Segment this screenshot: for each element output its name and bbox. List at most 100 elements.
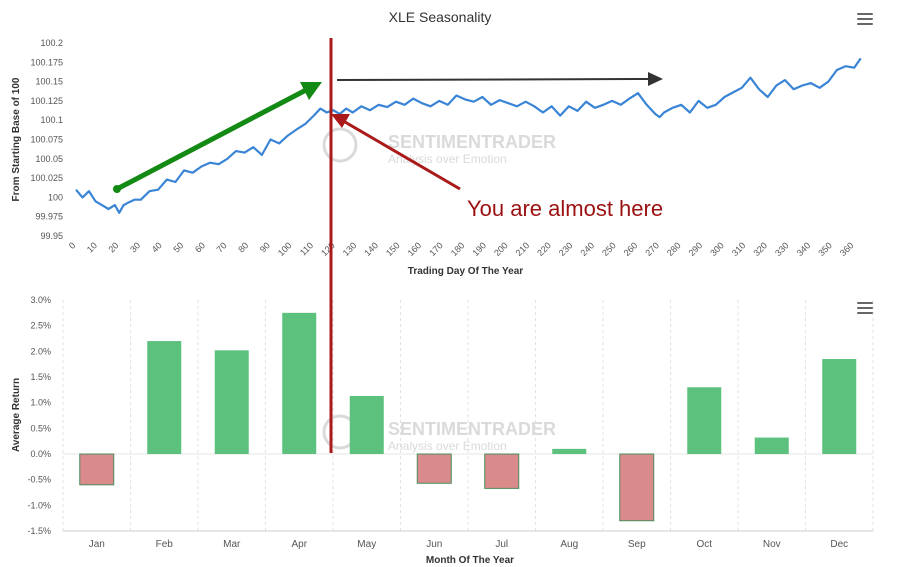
line-x-tick-label: 230	[557, 240, 575, 258]
line-chart-title: XLE Seasonality	[389, 9, 492, 25]
line-x-tick-label: 80	[236, 240, 250, 254]
line-x-tick-label: 340	[795, 240, 813, 258]
line-x-tick-label: 100	[276, 240, 294, 258]
line-x-tick-label: 280	[665, 240, 683, 258]
bar-feb	[147, 341, 182, 454]
line-x-tick-label: 310	[730, 240, 748, 258]
bar-y-tick-label: 3.0%	[30, 295, 51, 305]
bar-category-label: Apr	[291, 539, 307, 550]
flat-trend-arrow	[336, 78, 651, 81]
green-arrow-start-dot	[113, 185, 121, 193]
seasonality-line-series	[75, 57, 862, 214]
bar-nov	[754, 437, 789, 454]
bar-mar	[214, 350, 249, 454]
watermark-brand-top: SENTIMENTRADER	[388, 132, 556, 152]
bar-category-label: Dec	[830, 539, 848, 550]
line-x-tick-label: 140	[362, 240, 380, 258]
bar-may	[349, 395, 384, 454]
hamburger-menu-icon[interactable]	[857, 302, 873, 316]
line-y-tick-label: 99.95	[40, 231, 63, 241]
bar-aug	[552, 448, 587, 454]
line-x-tick-label: 320	[751, 240, 769, 258]
annotation-text: You are almost here	[467, 196, 663, 221]
bar-y-tick-label: 2.5%	[30, 321, 51, 331]
bar-oct	[687, 387, 722, 454]
bar-apr	[282, 312, 317, 454]
annotations: You are almost here	[113, 38, 663, 453]
line-y-tick-label: 100.175	[30, 57, 63, 67]
line-x-tick-label: 190	[470, 240, 488, 258]
line-x-tick-label: 130	[341, 240, 359, 258]
line-x-tick-label: 220	[535, 240, 553, 258]
watermark-top: SENTIMENTRADER Analysis over Emotion	[322, 127, 556, 166]
line-x-tick-label: 120	[319, 240, 337, 258]
line-x-tick-label: 40	[150, 240, 164, 254]
hamburger-menu-icon[interactable]	[857, 13, 873, 27]
line-y-tick-label: 100.025	[30, 173, 63, 183]
line-y-tick-label: 100.2	[40, 38, 63, 48]
line-x-tick-label: 110	[298, 240, 315, 257]
red-pointer-arrow	[344, 120, 461, 191]
bar-y-tick-label: -1.0%	[27, 500, 51, 510]
line-x-tick-label: 70	[215, 240, 229, 254]
bar-sep	[619, 453, 655, 522]
line-y-tick-label: 100.125	[30, 96, 63, 106]
bar-y-axis-title: Average Return	[11, 378, 22, 452]
bar-y-tick-label: -1.5%	[27, 526, 51, 536]
line-x-tick-label: 50	[171, 240, 185, 254]
bar-category-label: Oct	[696, 539, 712, 550]
line-x-tick-label: 170	[427, 240, 445, 258]
watermark-tagline-top: Analysis over Emotion	[388, 152, 507, 166]
line-x-tick-label: 330	[773, 240, 791, 258]
bar-x-axis-title: Month Of The Year	[426, 555, 514, 566]
bar-category-label: Nov	[763, 539, 781, 550]
bar-category-label: Mar	[223, 539, 241, 550]
line-y-tick-label: 100.05	[35, 154, 63, 164]
line-y-tick-label: 100	[48, 192, 63, 202]
line-x-tick-label: 0	[67, 240, 78, 251]
green-arrow-head	[300, 82, 322, 100]
bar-dec	[822, 359, 857, 454]
line-x-tick-label: 160	[406, 240, 424, 258]
line-x-tick-label: 240	[579, 240, 597, 258]
line-x-tick-label: 200	[492, 240, 510, 258]
bar-category-label: Aug	[560, 539, 578, 550]
line-x-tick-label: 90	[258, 240, 272, 254]
line-y-tick-label: 99.975	[35, 212, 63, 222]
bar-category-label: Jul	[495, 539, 508, 550]
line-x-tick-label: 150	[384, 240, 402, 258]
watermark-bottom: SENTIMENTRADER Analysis over Emotion	[322, 414, 556, 453]
bar-y-tick-label: -0.5%	[27, 475, 51, 485]
line-y-axis-title: From Starting Base of 100	[11, 77, 22, 201]
line-y-tick-label: 100.075	[30, 135, 63, 145]
bar-category-label: Jan	[89, 539, 105, 550]
bar-y-tick-label: 2.0%	[30, 346, 51, 356]
line-x-tick-label: 300	[708, 240, 726, 258]
line-x-tick-label: 250	[600, 240, 618, 258]
line-x-tick-label: 180	[449, 240, 467, 258]
line-y-tick-label: 100.15	[35, 77, 63, 87]
bar-y-tick-label: 1.5%	[30, 372, 51, 382]
line-x-tick-label: 10	[85, 240, 99, 254]
bar-y-tick-label: 0.0%	[30, 449, 51, 459]
line-x-axis-title: Trading Day Of The Year	[408, 266, 524, 277]
line-x-tick-label: 350	[816, 240, 834, 258]
bar-category-label: May	[357, 539, 376, 550]
line-x-tick-label: 270	[643, 240, 661, 258]
bar-category-label: Feb	[156, 539, 174, 550]
bar-category-label: Sep	[628, 539, 646, 550]
red-pointer-arrow-head	[331, 114, 350, 128]
bar-jul	[484, 453, 520, 489]
watermark-tagline-bottom: Analysis over Emotion	[388, 439, 507, 453]
green-uptrend-arrow	[115, 87, 308, 192]
line-x-tick-label: 20	[106, 240, 120, 254]
flat-arrow-head	[648, 72, 663, 86]
line-y-tick-label: 100.1	[40, 115, 63, 125]
bar-jun	[416, 453, 452, 484]
line-x-tick-label: 360	[838, 240, 856, 258]
line-x-tick-label: 30	[128, 240, 142, 254]
watermark-brand-bottom: SENTIMENTRADER	[388, 419, 556, 439]
bar-chart: 3.0% 2.5% 2.0% 1.5% 1.0% 0.5% 0.0% -0.5% -1.0% -1…	[11, 295, 874, 566]
line-x-tick-label: 290	[687, 240, 705, 258]
